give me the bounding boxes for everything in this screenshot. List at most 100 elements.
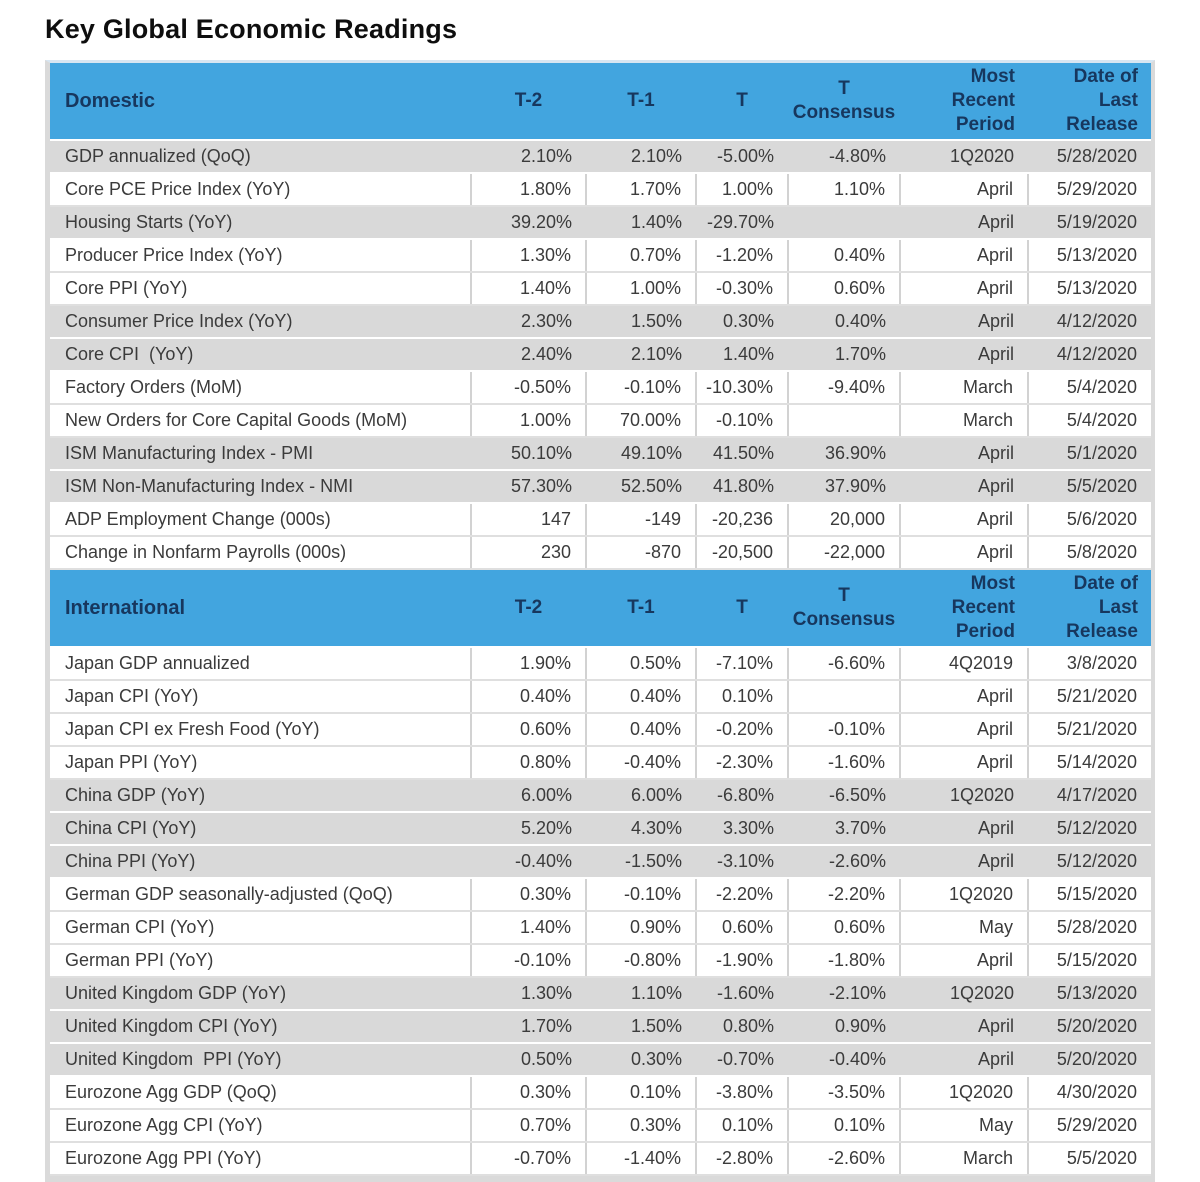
- cell-t: -3.10%: [696, 845, 788, 879]
- cell-t2: 0.60%: [470, 713, 586, 747]
- table-row: New Orders for Core Capital Goods (MoM) …: [50, 404, 1151, 438]
- cell-t1: 1.00%: [585, 272, 696, 306]
- cell-t1: 52.50%: [586, 470, 696, 504]
- cell-t2: 0.30%: [470, 878, 586, 912]
- cell-t: 1.40%: [696, 338, 788, 372]
- column-header-release: Date of Last Release: [1028, 569, 1151, 648]
- cell-period: April: [900, 1043, 1028, 1077]
- cell-t1: 0.70%: [585, 239, 696, 273]
- cell-t1: -0.10%: [585, 371, 696, 405]
- cell-indicator-name: Eurozone Agg PPI (YoY): [50, 1142, 471, 1176]
- table-row: Change in Nonfarm Payrolls (000s) 230 -8…: [50, 536, 1151, 570]
- cell-release: 5/5/2020: [1027, 1142, 1151, 1176]
- cell-period: March: [899, 404, 1028, 438]
- cell-consensus: -9.40%: [787, 371, 900, 405]
- cell-t: -1.90%: [695, 944, 788, 978]
- cell-consensus: 3.70%: [788, 812, 900, 846]
- cell-t: 0.10%: [695, 680, 788, 714]
- cell-t: -2.20%: [695, 878, 788, 912]
- table-row: Factory Orders (MoM) -0.50% -0.10% -10.3…: [50, 371, 1151, 405]
- column-header-period: Most Recent Period: [900, 63, 1028, 141]
- cell-period: April: [900, 470, 1028, 504]
- cell-t: -3.80%: [695, 1076, 788, 1110]
- table-row: Eurozone Agg GDP (QoQ) 0.30% 0.10% -3.80…: [50, 1076, 1151, 1110]
- cell-release: 4/17/2020: [1028, 779, 1151, 813]
- cell-consensus: 20,000: [787, 503, 900, 537]
- cell-t2: 230: [470, 536, 586, 570]
- cell-release: 5/4/2020: [1027, 371, 1151, 405]
- column-header-t1: T-1: [586, 63, 696, 141]
- cell-indicator-name: Factory Orders (MoM): [50, 371, 471, 405]
- column-header-t1: T-1: [586, 569, 696, 648]
- cell-indicator-name: Core PPI (YoY): [50, 272, 471, 306]
- cell-consensus: 37.90%: [788, 470, 900, 504]
- cell-period: 1Q2020: [900, 977, 1028, 1011]
- cell-t1: 0.40%: [585, 713, 696, 747]
- table-row: Consumer Price Index (YoY) 2.30% 1.50% 0…: [50, 305, 1151, 339]
- cell-consensus: 36.90%: [788, 437, 900, 471]
- cell-consensus: -0.10%: [787, 713, 900, 747]
- table-row: German GDP seasonally-adjusted (QoQ) 0.3…: [50, 878, 1151, 912]
- cell-release: 5/29/2020: [1027, 173, 1151, 207]
- cell-consensus: 0.90%: [788, 1010, 900, 1044]
- cell-t2: 5.20%: [471, 812, 586, 846]
- cell-period: May: [899, 911, 1028, 945]
- economic-table: Domestic T-2 T-1 T T Consensus Most Rece…: [50, 63, 1151, 1176]
- cell-consensus: -2.20%: [787, 878, 900, 912]
- cell-consensus: 0.60%: [787, 272, 900, 306]
- cell-t: -1.60%: [696, 977, 788, 1011]
- cell-release: 5/15/2020: [1027, 944, 1151, 978]
- economic-readings-table: Domestic T-2 T-1 T T Consensus Most Rece…: [45, 60, 1155, 1182]
- table-row: ISM Manufacturing Index - PMI 50.10% 49.…: [50, 437, 1151, 471]
- cell-indicator-name: GDP annualized (QoQ): [50, 140, 471, 174]
- cell-release: 5/14/2020: [1027, 746, 1151, 780]
- cell-period: 1Q2020: [899, 1076, 1028, 1110]
- cell-period: April: [899, 239, 1028, 273]
- cell-period: 1Q2020: [900, 140, 1028, 174]
- cell-consensus: -6.60%: [787, 647, 900, 681]
- cell-t: 41.80%: [696, 470, 788, 504]
- cell-release: 4/12/2020: [1028, 338, 1151, 372]
- cell-t2: 1.80%: [470, 173, 586, 207]
- cell-t1: 0.30%: [585, 1109, 696, 1143]
- cell-t2: 1.30%: [471, 977, 586, 1011]
- table-row: German CPI (YoY) 1.40% 0.90% 0.60% 0.60%…: [50, 911, 1151, 945]
- cell-t2: -0.10%: [470, 944, 586, 978]
- cell-consensus: -0.40%: [788, 1043, 900, 1077]
- cell-consensus: [788, 206, 900, 240]
- cell-release: 5/20/2020: [1028, 1043, 1151, 1077]
- cell-t1: -149: [585, 503, 696, 537]
- cell-t1: 2.10%: [586, 140, 696, 174]
- table-row: Producer Price Index (YoY) 1.30% 0.70% -…: [50, 239, 1151, 273]
- cell-period: 4Q2019: [899, 647, 1028, 681]
- cell-t2: -0.40%: [471, 845, 586, 879]
- cell-consensus: -22,000: [787, 536, 900, 570]
- cell-consensus: -4.80%: [788, 140, 900, 174]
- cell-t: -7.10%: [695, 647, 788, 681]
- cell-indicator-name: New Orders for Core Capital Goods (MoM): [50, 404, 471, 438]
- cell-indicator-name: Japan GDP annualized: [50, 647, 471, 681]
- cell-t: -20,500: [695, 536, 788, 570]
- cell-t1: 70.00%: [585, 404, 696, 438]
- domestic-header-row: Domestic T-2 T-1 T T Consensus Most Rece…: [50, 63, 1151, 141]
- table-row: Core CPI (YoY) 2.40% 2.10% 1.40% 1.70% A…: [50, 338, 1151, 372]
- cell-t2: 2.40%: [471, 338, 586, 372]
- cell-t2: 1.30%: [470, 239, 586, 273]
- cell-consensus: [787, 404, 900, 438]
- cell-indicator-name: Housing Starts (YoY): [50, 206, 471, 240]
- cell-indicator-name: Japan CPI ex Fresh Food (YoY): [50, 713, 471, 747]
- cell-consensus: 0.40%: [788, 305, 900, 339]
- cell-t1: -0.40%: [585, 746, 696, 780]
- cell-t: 3.30%: [696, 812, 788, 846]
- cell-t: -0.70%: [696, 1043, 788, 1077]
- cell-indicator-name: Eurozone Agg CPI (YoY): [50, 1109, 471, 1143]
- cell-indicator-name: ADP Employment Change (000s): [50, 503, 471, 537]
- cell-t: 0.10%: [695, 1109, 788, 1143]
- cell-period: April: [899, 503, 1028, 537]
- cell-period: April: [900, 437, 1028, 471]
- column-header-period: Most Recent Period: [900, 569, 1028, 648]
- cell-t: -10.30%: [695, 371, 788, 405]
- cell-t: -29.70%: [696, 206, 788, 240]
- cell-release: 5/13/2020: [1028, 977, 1151, 1011]
